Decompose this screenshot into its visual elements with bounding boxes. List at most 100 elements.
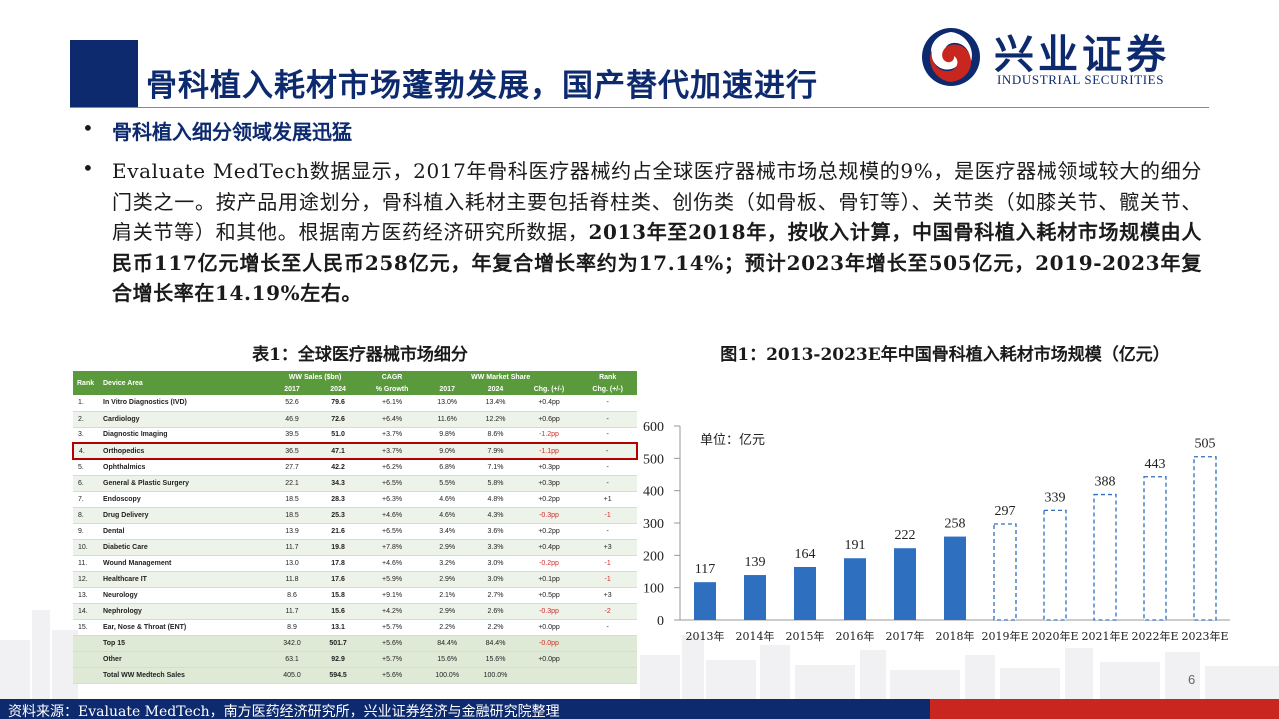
cell-area: Top 15 bbox=[99, 635, 269, 652]
cell-area: Nephrology bbox=[99, 603, 269, 620]
table-row: 15. Ear, Nose & Throat (ENT) 8.9 13.1 +5.7% 2… bbox=[73, 619, 637, 636]
bar bbox=[844, 558, 866, 620]
cell-s24: 25.3 bbox=[315, 507, 362, 524]
cell-rchg: +3 bbox=[578, 587, 637, 604]
data-label: 139 bbox=[745, 555, 766, 570]
cell-m24: 84.4% bbox=[471, 635, 520, 652]
group-header-cagr: CAGR bbox=[361, 371, 424, 383]
cell-s24: 21.6 bbox=[315, 523, 362, 540]
cell-s24: 19.8 bbox=[315, 539, 362, 556]
cell-s24: 47.1 bbox=[315, 442, 362, 460]
cell-rchg: -1 bbox=[578, 555, 637, 572]
cell-s17: 46.9 bbox=[269, 411, 316, 428]
cell-m17: 3.2% bbox=[423, 555, 472, 572]
cell-cagr: +6.2% bbox=[361, 459, 424, 476]
table-row: 13. Neurology 8.6 15.8 +9.1% 2.1% 2.7% +0.5pp +3 bbox=[73, 587, 637, 604]
cell-s17: 52.6 bbox=[269, 395, 316, 412]
cell-area: Ear, Nose & Throat (ENT) bbox=[99, 619, 269, 636]
bar bbox=[944, 536, 966, 620]
cell-rank: 1. bbox=[73, 395, 99, 412]
cell-s17: 22.1 bbox=[269, 475, 316, 492]
cell-rchg: -1 bbox=[578, 571, 637, 588]
cell-rank: 12. bbox=[73, 571, 99, 588]
cell-m24: 2.6% bbox=[471, 603, 520, 620]
company-logo: 兴业证券 INDUSTRIAL SECURITIES bbox=[920, 22, 1210, 88]
cell-rchg: - bbox=[578, 411, 637, 428]
cell-s17: 8.6 bbox=[269, 587, 316, 604]
col-header-device-area: Device Area bbox=[99, 371, 269, 395]
cell-m24: 13.4% bbox=[471, 395, 520, 412]
cell-cagr: +6.4% bbox=[361, 411, 424, 428]
page-number: 6 bbox=[1188, 672, 1196, 687]
cell-rchg: -1 bbox=[578, 507, 637, 524]
col-header-rank: Rank bbox=[73, 371, 99, 395]
cell-s17: 405.0 bbox=[269, 667, 316, 684]
bullet-paragraph: Evaluate MedTech数据显示，2017年骨科医疗器械约占全球医疗器械… bbox=[112, 156, 1202, 309]
cell-m17: 5.5% bbox=[423, 475, 472, 492]
data-label: 443 bbox=[1145, 457, 1166, 472]
table-row: 4. Orthopedics 36.5 47.1 +3.7% 9.0% 7.9% -1.1pp… bbox=[72, 442, 638, 460]
data-label: 117 bbox=[695, 562, 715, 577]
cell-m17: 2.1% bbox=[423, 587, 472, 604]
cell-s24: 72.6 bbox=[315, 411, 362, 428]
data-label: 297 bbox=[995, 504, 1016, 519]
cell-area: Total WW Medtech Sales bbox=[99, 667, 269, 684]
bar bbox=[744, 575, 766, 620]
cell-s24: 13.1 bbox=[315, 619, 362, 636]
cell-rchg: - bbox=[578, 475, 637, 492]
cell-s17: 11.8 bbox=[269, 571, 316, 588]
cell-m17: 11.6% bbox=[423, 411, 472, 428]
cell-chg: +0.2pp bbox=[519, 491, 579, 508]
cell-rank: 10. bbox=[73, 539, 99, 556]
cell-rank: 15. bbox=[73, 619, 99, 636]
table-row: Total WW Medtech Sales 405.0 594.5 +5.6% 100… bbox=[73, 667, 637, 684]
cell-cagr: +6.5% bbox=[361, 523, 424, 540]
cell-chg: -0.3pp bbox=[519, 603, 579, 620]
cell-m24: 7.1% bbox=[471, 459, 520, 476]
x-tick-label: 2017年 bbox=[886, 629, 925, 643]
table-row: 8. Drug Delivery 18.5 25.3 +4.6% 4.6% 4.3% -0.3… bbox=[73, 507, 637, 524]
cell-chg: -1.2pp bbox=[519, 427, 579, 444]
cell-chg: +0.4pp bbox=[519, 395, 579, 412]
cell-s24: 28.3 bbox=[315, 491, 362, 508]
cell-cagr: +6.1% bbox=[361, 395, 424, 412]
cell-rank: 8. bbox=[73, 507, 99, 524]
cell-m17: 9.8% bbox=[423, 427, 472, 444]
x-tick-label: 2019年E bbox=[981, 629, 1028, 643]
cell-s24: 34.3 bbox=[315, 475, 362, 492]
cell-rchg: +3 bbox=[578, 539, 637, 556]
x-tick-label: 2014年 bbox=[736, 629, 775, 643]
cell-m17: 15.6% bbox=[423, 651, 472, 668]
cell-chg: +0.0pp bbox=[519, 651, 579, 668]
cell-rchg: -2 bbox=[578, 603, 637, 620]
data-label: 339 bbox=[1045, 490, 1066, 505]
paragraph-bold-text: 2013年至2018年，按收入计算，中国骨科植入耗材市场规模由人民币117亿元增… bbox=[112, 220, 1202, 305]
cell-m24: 2.7% bbox=[471, 587, 520, 604]
cell-area: Diagnostic Imaging bbox=[99, 427, 269, 444]
market-size-chart: 0 100 200 300 400 500 600 单位：亿元 117 2013年 139 2014年… bbox=[640, 410, 1240, 660]
cell-area: Orthopedics bbox=[99, 442, 269, 460]
cell-rchg: - bbox=[578, 427, 637, 444]
bar-chart-svg: 0 100 200 300 400 500 600 单位：亿元 117 2013年 139 2014年… bbox=[643, 420, 1230, 643]
cell-chg: +0.2pp bbox=[519, 523, 579, 540]
market-segment-table: Rank Device Area WW Sales ($bn) CAGR WW … bbox=[72, 371, 638, 684]
group-header-rank: Rank bbox=[578, 371, 637, 383]
cell-area: In Vitro Diagnostics (IVD) bbox=[99, 395, 269, 412]
cell-rank: 13. bbox=[73, 587, 99, 604]
cell-cagr: +4.6% bbox=[361, 555, 424, 572]
cell-m24: 15.6% bbox=[471, 651, 520, 668]
cell-m17: 3.4% bbox=[423, 523, 472, 540]
cell-m17: 13.0% bbox=[423, 395, 472, 412]
bar bbox=[694, 582, 716, 620]
y-tick-label: 400 bbox=[643, 485, 664, 500]
cell-area: Endoscopy bbox=[99, 491, 269, 508]
cell-area: Other bbox=[99, 651, 269, 668]
cell-rchg: - bbox=[578, 442, 638, 460]
cell-rank: 11. bbox=[73, 555, 99, 572]
cell-rank: 6. bbox=[73, 475, 99, 492]
cell-rchg bbox=[578, 667, 637, 684]
cell-m17: 6.8% bbox=[423, 459, 472, 476]
cell-s17: 11.7 bbox=[269, 539, 316, 556]
table-row: 14. Nephrology 11.7 15.6 +4.2% 2.9% 2.6% -0.3pp… bbox=[73, 603, 637, 620]
cell-chg: +0.4pp bbox=[519, 539, 579, 556]
